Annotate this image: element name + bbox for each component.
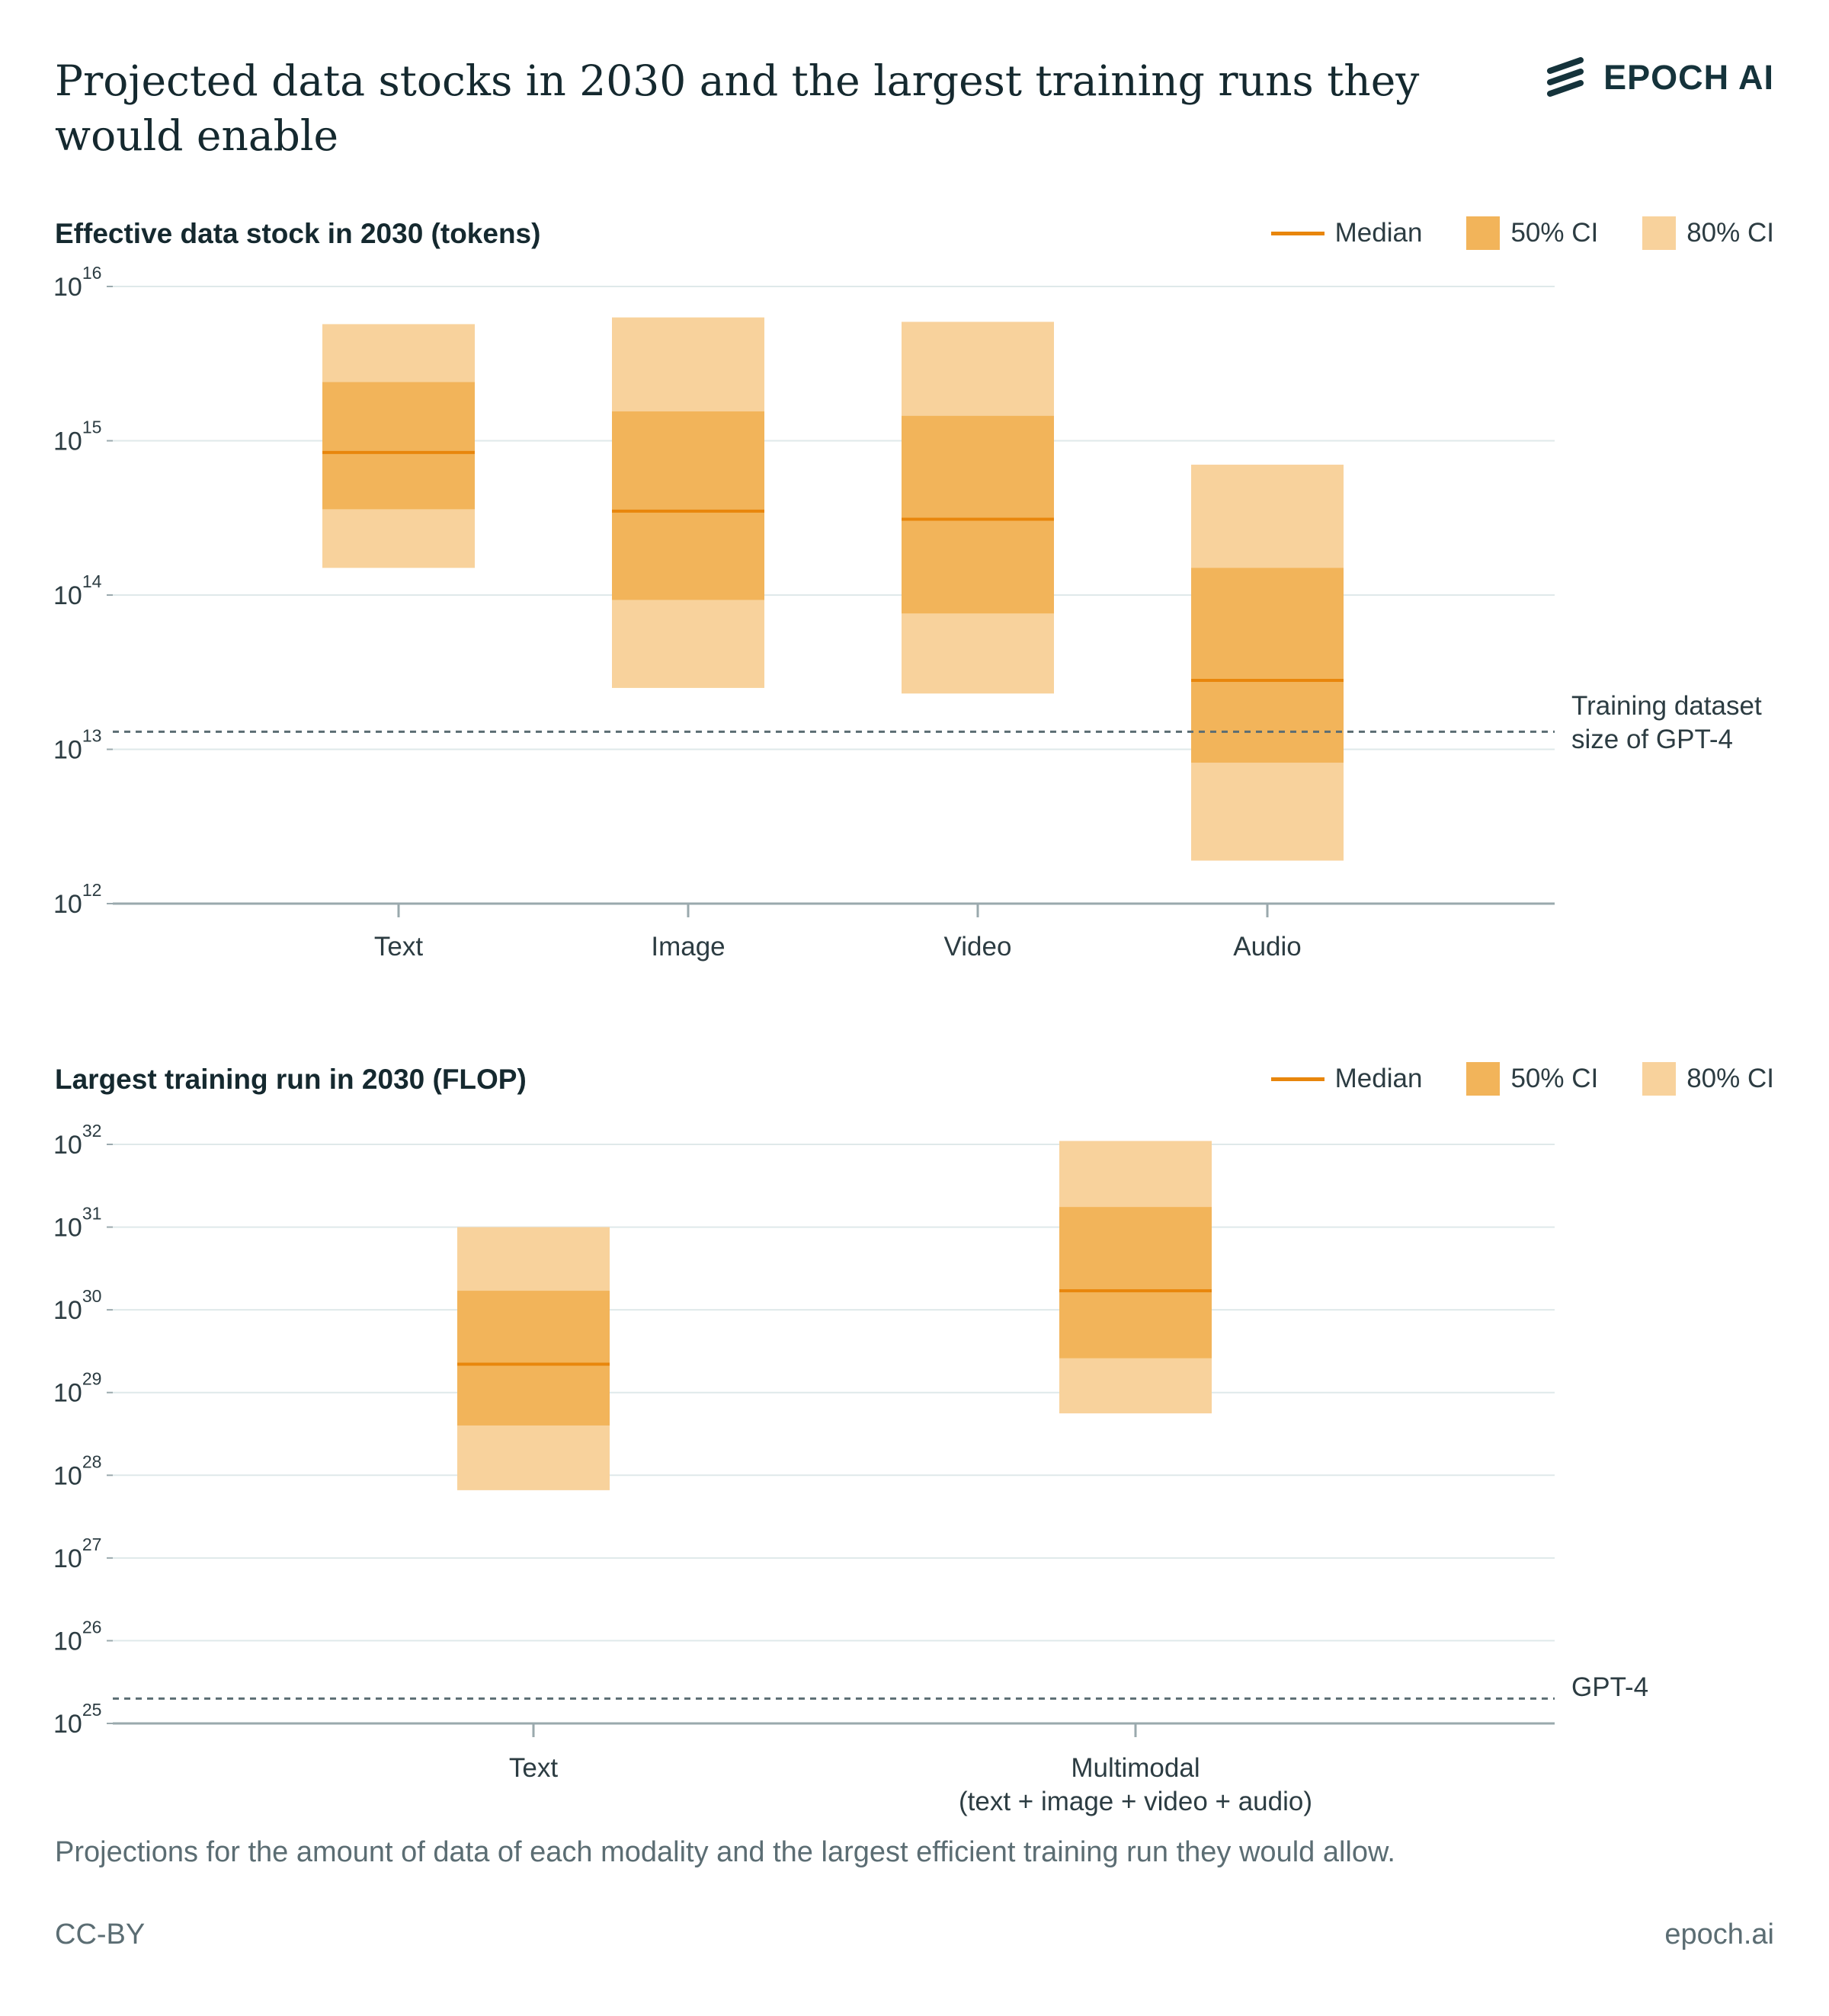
legend-ci50: 50% CI [1466,1062,1598,1096]
ci50-box [1191,568,1344,763]
site-link[interactable]: epoch.ai [1664,1918,1774,1950]
legend-median-swatch [1270,231,1325,235]
chart-1-title: Effective data stock in 2030 (tokens) [55,218,541,249]
legend-ci80: 80% CI [1642,1062,1774,1096]
x-tick-label: Audio [1233,932,1302,962]
x-tick-label: Text [509,1753,558,1783]
y-tick-label: 1013 [53,726,101,765]
x-tick-label: Video [944,932,1012,962]
y-tick-label: 1027 [53,1534,101,1573]
chart-2-legend: Median 50% CI 80% CI [1270,1062,1774,1096]
reference-line-label: GPT-4 [1571,1672,1648,1702]
license-label: CC-BY [55,1918,146,1950]
legend-median-label: Median [1334,1064,1423,1093]
legend-median-swatch [1270,1077,1325,1081]
legend-ci80-label: 80% CI [1686,1064,1774,1093]
epoch-logo-icon [1547,57,1584,97]
y-tick-label: 1014 [53,571,102,610]
chart-1-legend: Median 50% CI 80% CI [1270,216,1774,250]
ci50-box [322,382,475,510]
y-tick-label: 1031 [53,1204,101,1243]
legend-ci50-swatch [1466,216,1501,250]
legend-ci50-label: 50% CI [1510,1064,1599,1093]
reference-line-label: Training dataset [1571,691,1762,721]
chart-2-title: Largest training run in 2030 (FLOP) [55,1064,527,1095]
ci50-box [902,415,1054,614]
legend-median: Median [1270,218,1423,248]
chart-2-plot: 1025 1026 1027 1028 1029 1030 1031 1032 Text Mult… [53,1121,1648,1816]
legend-ci80-swatch [1642,216,1677,250]
ci50-box [612,411,764,600]
y-tick-label: 1015 [53,418,101,456]
logo-text: EPOCH AI [1603,58,1774,97]
y-tick-label: 1032 [53,1121,101,1160]
y-tick-label: 1026 [53,1617,101,1656]
x-tick-label: Text [374,932,423,962]
y-tick-label: 1028 [53,1451,101,1490]
y-tick-label: 1012 [53,880,101,919]
y-tick-label: 1030 [53,1286,101,1325]
legend-ci50-swatch [1466,1062,1501,1096]
ci50-box [457,1291,610,1426]
legend-ci50: 50% CI [1466,216,1598,250]
page-title: Projected data stocks in 2030 and the la… [55,56,1420,160]
legend-ci50-label: 50% CI [1510,218,1599,248]
legend-ci80: 80% CI [1642,216,1774,250]
figure-caption: Projections for the amount of data of ea… [55,1836,1395,1868]
y-tick-label: 1029 [53,1369,101,1408]
chart-1-plot: 1012 1013 1014 1015 1016 Text Image Video Audio T… [53,263,1762,962]
x-tick-label: Image [651,932,725,962]
legend-ci80-swatch [1642,1062,1677,1096]
epoch-logo[interactable]: EPOCH AI [1546,55,1774,101]
legend-ci80-label: 80% CI [1686,218,1774,248]
y-tick-label: 1016 [53,263,101,302]
x-tick-label: (text + image + video + audio) [959,1787,1312,1816]
legend-median: Median [1270,1064,1423,1094]
x-tick-label: Multimodal [1071,1753,1200,1783]
ci50-box [1059,1207,1212,1358]
legend-median-label: Median [1334,218,1423,248]
reference-line-label: size of GPT-4 [1571,725,1733,754]
y-tick-label: 1025 [53,1700,101,1739]
